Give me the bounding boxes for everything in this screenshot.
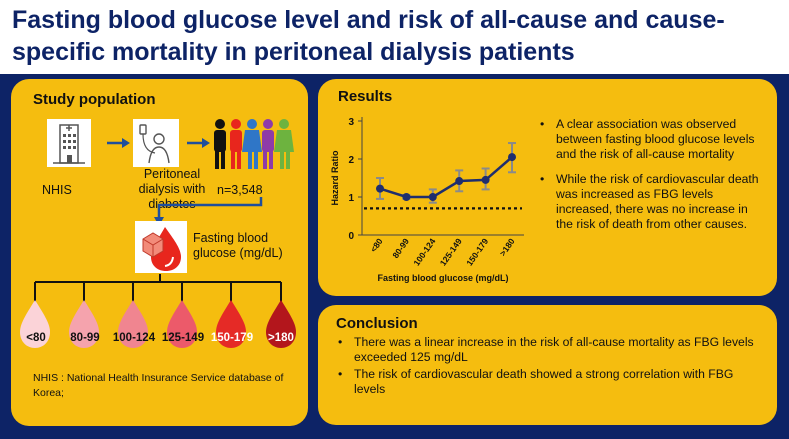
blood-drop-icon: [69, 300, 99, 348]
fbg-group-label: 80-99: [70, 332, 100, 344]
nhis-label: NHIS: [42, 183, 72, 197]
fbg-group-label: 125-149: [161, 332, 205, 344]
data-point: [428, 193, 437, 201]
data-point: [455, 177, 464, 186]
y-tick-label: 3: [348, 117, 354, 128]
results-panel: Results 0 1 2 3 Hazard Ratio <80 80-99 100-124 1…: [318, 79, 777, 296]
blood-drop-icon: [216, 300, 246, 348]
sample-size: n=3,548: [217, 183, 263, 197]
dialysis-patient-icon: [133, 119, 179, 167]
study-heading: Study population: [33, 91, 156, 108]
data-point: [376, 184, 384, 193]
conclusion-bullet: There was a linear increase in the risk …: [336, 335, 756, 365]
y-tick-label: 1: [348, 193, 354, 204]
blood-drop-icon: [20, 300, 50, 348]
study-population-panel: Study population NHIS Peritoneal dialysi…: [11, 79, 308, 426]
title-bar: [0, 0, 789, 74]
fbg-group-label: <80: [26, 332, 46, 344]
conclusion-panel: Conclusion There was a linear increase i…: [318, 305, 777, 425]
blood-drop-icon: [118, 300, 148, 348]
data-point: [402, 193, 411, 201]
blood-drop-icon: [266, 300, 296, 348]
x-tick-label: 150-179: [464, 236, 490, 268]
arrow-right-icon: [187, 138, 210, 148]
footnote: NHIS : National Health Insurance Service…: [33, 372, 284, 399]
data-point: [481, 175, 490, 184]
x-tick-label: <80: [368, 236, 385, 254]
hazard-ratio-chart: 0 1 2 3 Hazard Ratio <80 80-99 100-124 125-149 15…: [330, 117, 524, 283]
conclusion-bullet: The risk of cardiovascular death showed …: [336, 367, 756, 397]
x-tick-label: 80-99: [390, 236, 411, 260]
hospital-building-icon: [47, 119, 91, 167]
y-tick-label: 2: [348, 155, 354, 166]
people-group-icon: [214, 119, 294, 169]
data-point: [508, 153, 516, 162]
fbg-group-label: >180: [268, 332, 294, 344]
y-tick-label: 0: [348, 231, 354, 242]
x-tick-label: 100-124: [411, 236, 437, 268]
blood-drop-icon: [167, 300, 197, 348]
arrow-right-icon: [107, 138, 130, 148]
fbg-label: Fasting blood glucose (mg/dL): [193, 231, 283, 260]
y-axis-label: Hazard Ratio: [330, 150, 340, 206]
conclusion-bullets: There was a linear increase in the risk …: [336, 335, 756, 399]
results-bullets: A clear association was observed between…: [538, 117, 762, 242]
fbg-group-label: 100-124: [112, 332, 156, 344]
results-bullet: While the risk of cardiovascular death w…: [538, 172, 762, 232]
results-heading: Results: [338, 88, 393, 105]
conclusion-heading: Conclusion: [336, 315, 418, 332]
blood-drop-icon: [135, 221, 187, 273]
results-bullet: A clear association was observed between…: [538, 117, 762, 162]
fbg-group-label: 150-179: [210, 332, 254, 344]
x-axis-label: Fasting blood glucose (mg/dL): [378, 273, 509, 283]
x-tick-label: >180: [497, 236, 516, 258]
x-tick-label: 125-149: [438, 236, 464, 268]
series-line: [379, 156, 513, 199]
page-title: Fasting blood glucose level and risk of …: [12, 6, 725, 66]
fbg-groups-tree: [20, 274, 296, 348]
